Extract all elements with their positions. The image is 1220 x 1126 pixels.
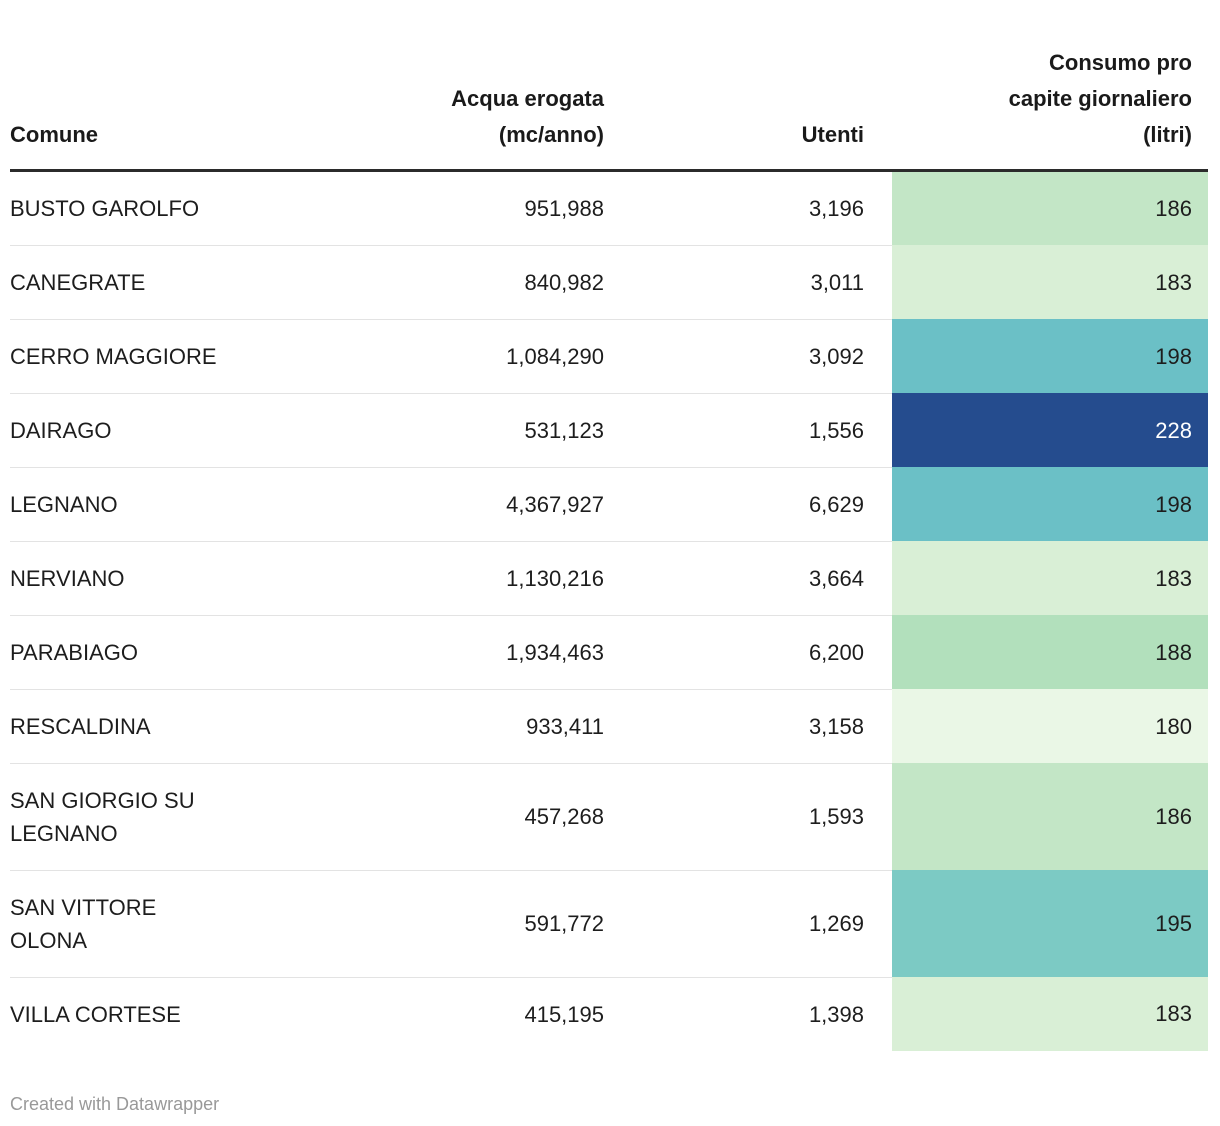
cell-consumo-heatmap: 183 [892,977,1208,1051]
column-header-comune: Comune [10,0,302,172]
cell-consumo-heatmap: 183 [892,541,1208,615]
table-row: DAIRAGO 531,123 1,556 228 [10,392,1208,467]
table-row: RESCALDINA 933,411 3,158 180 [10,688,1208,763]
column-header-consumo: Consumo pro capite giornaliero (litri) [892,0,1208,172]
cell-acqua: 531,123 [302,392,614,467]
cell-consumo-heatmap: 198 [892,319,1208,393]
cell-comune: SAN VITTORE OLONA [10,869,302,977]
cell-utenti: 3,196 [808,195,864,221]
cell-acqua: 840,982 [302,244,614,319]
table-row: LEGNANO 4,367,927 6,629 198 [10,466,1208,541]
cell-utenti: 3,664 [614,540,892,615]
cell-comune: RESCALDINA [10,688,302,763]
cell-acqua: 951,988 [524,195,604,221]
cell-comune: BUSTO GAROLFO [10,195,200,221]
cell-acqua: 933,411 [302,688,614,763]
cell-acqua: 591,772 [302,869,614,977]
cell-comune: LEGNANO [10,466,302,541]
cell-comune: PARABIAGO [10,614,302,689]
cell-acqua: 1,934,463 [302,614,614,689]
cell-utenti: 6,200 [614,614,892,689]
cell-comune: VILLA CORTESE [10,976,302,1051]
water-consumption-table: Comune Acqua erogata (mc/anno) Utenti Co… [10,0,1208,1051]
cell-acqua: 1,130,216 [302,540,614,615]
cell-acqua: 4,367,927 [302,466,614,541]
cell-comune: DAIRAGO [10,392,302,467]
cell-acqua: 415,195 [302,976,614,1051]
cell-consumo-heatmap: 228 [892,393,1208,467]
cell-utenti: 3,011 [614,244,892,319]
table-row: SAN VITTORE OLONA 591,772 1,269 195 [10,869,1208,977]
column-header-utenti: Utenti [614,0,892,172]
table-row: PARABIAGO 1,934,463 6,200 188 [10,614,1208,689]
table-row: CANEGRATE 840,982 3,011 183 [10,244,1208,319]
cell-acqua: 1,084,290 [302,318,614,393]
table-row: CERRO MAGGIORE 1,084,290 3,092 198 [10,318,1208,393]
cell-comune: CANEGRATE [10,244,302,319]
cell-consumo-heatmap: 186 [892,763,1208,870]
cell-comune: CERRO MAGGIORE [10,318,302,393]
table-row: VILLA CORTESE 415,195 1,398 183 [10,976,1208,1051]
cell-consumo-heatmap: 188 [892,615,1208,689]
cell-utenti: 1,556 [614,392,892,467]
cell-utenti: 3,158 [614,688,892,763]
cell-acqua: 457,268 [302,762,614,870]
cell-utenti: 3,092 [614,318,892,393]
table-row: NERVIANO 1,130,216 3,664 183 [10,540,1208,615]
cell-consumo-heatmap: 195 [892,870,1208,977]
cell-comune: SAN GIORGIO SU LEGNANO [10,762,302,870]
cell-consumo-heatmap: 186 [892,170,1208,245]
table-row: SAN GIORGIO SU LEGNANO 457,268 1,593 186 [10,762,1208,870]
cell-comune: NERVIANO [10,540,302,615]
cell-utenti: 1,398 [614,976,892,1051]
cell-consumo-heatmap: 183 [892,245,1208,319]
cell-utenti: 1,593 [614,762,892,870]
column-header-acqua-erogata: Acqua erogata (mc/anno) [302,0,614,172]
cell-utenti: 6,629 [614,466,892,541]
cell-consumo-heatmap: 198 [892,467,1208,541]
table-row: BUSTO GAROLFO 951,988 3,196 186 [10,170,1208,245]
table-header: Comune Acqua erogata (mc/anno) Utenti Co… [10,0,1208,172]
cell-utenti: 1,269 [614,869,892,977]
table-body: BUSTO GAROLFO 951,988 3,196 186 CANEGRAT… [10,170,1208,1051]
datawrapper-credit: Created with Datawrapper [10,1093,220,1114]
cell-consumo-heatmap: 180 [892,689,1208,763]
